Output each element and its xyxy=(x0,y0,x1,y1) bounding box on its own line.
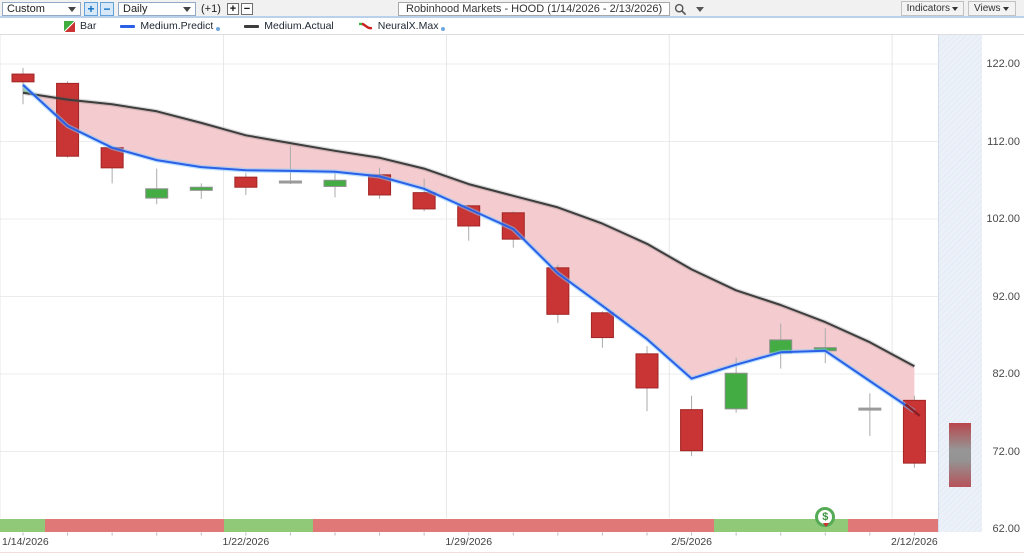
legend-item-medium-predict[interactable]: Medium.Predict xyxy=(120,20,221,32)
candle-body xyxy=(56,82,80,157)
y-axis-label: 82.00 xyxy=(992,368,1020,380)
offset-plus-button[interactable]: + xyxy=(227,3,239,15)
legend-label: Medium.Actual xyxy=(264,20,334,32)
y-axis-label: 72.00 xyxy=(992,445,1020,458)
candle[interactable] xyxy=(323,171,347,198)
legend-item-medium-actual[interactable]: Medium.Actual xyxy=(244,20,334,32)
candle[interactable] xyxy=(590,311,614,348)
candle-body xyxy=(902,399,926,464)
x-axis-label: 1/22/2026 xyxy=(222,536,270,548)
indicators-label: Indicators xyxy=(906,3,950,14)
signal-strip-segment-down xyxy=(847,519,938,532)
candle-body xyxy=(680,409,704,452)
candle-body xyxy=(858,407,882,411)
legend-label: NeuralX.Max xyxy=(377,20,439,32)
zoom-out-button[interactable]: − xyxy=(100,2,114,16)
y-axis-label: 122.00 xyxy=(986,58,1020,70)
predict-below-fill xyxy=(33,94,915,412)
x-axis-label: 2/5/2026 xyxy=(671,536,712,548)
y-axis-label: 92.00 xyxy=(992,290,1020,303)
medium-actual-line xyxy=(22,91,915,368)
forecast-gradient-bar xyxy=(949,423,971,487)
views-label: Views xyxy=(974,3,1001,14)
x-axis-label: 1/29/2026 xyxy=(445,536,493,548)
chevron-down-icon xyxy=(183,6,191,12)
legend-item-bar[interactable]: Bar xyxy=(64,20,96,32)
zoom-in-button[interactable]: + xyxy=(84,2,98,16)
neuralx-icon xyxy=(358,22,372,30)
signal-strip-segment-down xyxy=(45,519,224,532)
legend-label: Medium.Predict xyxy=(140,20,214,32)
y-axis-label: 112.00 xyxy=(987,135,1020,148)
candle-body xyxy=(590,312,614,339)
views-button[interactable]: Views xyxy=(968,1,1016,16)
legend-label: Bar xyxy=(80,20,97,32)
settings-dot-icon[interactable] xyxy=(216,27,221,31)
range-select[interactable]: Custom xyxy=(2,2,81,16)
candle-body xyxy=(724,372,748,410)
y-axis-label: 62.00 xyxy=(992,523,1020,535)
offset-minus-button[interactable]: − xyxy=(241,3,253,15)
candle[interactable] xyxy=(100,146,124,184)
toolbar: Custom + − Daily (+1) + − Robinhood Mark… xyxy=(0,0,1024,18)
x-axis-label: 2/12/2026 xyxy=(891,536,938,548)
candle-body xyxy=(278,180,302,184)
chevron-down-icon xyxy=(952,6,958,11)
bottom-divider xyxy=(0,552,1024,553)
money-signal-badge[interactable]: $ xyxy=(815,507,836,527)
candle[interactable] xyxy=(189,183,213,199)
y-axis-label: 102.00 xyxy=(986,213,1020,225)
candle[interactable] xyxy=(902,395,926,468)
candle[interactable] xyxy=(635,346,659,412)
period-select[interactable]: Daily xyxy=(118,2,196,16)
actual-line-icon xyxy=(244,24,260,28)
candle[interactable] xyxy=(145,168,169,205)
search-icon xyxy=(674,3,687,15)
candle-body xyxy=(145,188,169,199)
signal-strip-segment-up xyxy=(0,519,46,532)
signal-strip-segment-up xyxy=(223,519,313,532)
symbol-title: Robinhood Markets - HOOD (1/14/2026 - 2/… xyxy=(398,2,671,16)
neuralx-max-segment xyxy=(904,403,921,417)
candle-body xyxy=(412,192,436,210)
candle[interactable] xyxy=(234,173,258,195)
range-select-value: Custom xyxy=(7,3,45,15)
candle[interactable] xyxy=(858,393,882,436)
x-axis-label: 1/14/2026 xyxy=(2,536,49,548)
chart-legend: Bar Medium.Predict Medium.Actual NeuralX… xyxy=(0,18,1024,34)
chevron-down-icon xyxy=(696,6,704,12)
candle[interactable] xyxy=(56,81,80,158)
indicators-button[interactable]: Indicators xyxy=(900,1,964,16)
candle-body xyxy=(234,176,258,188)
bar-offset-label: (+1) xyxy=(201,3,221,15)
predict-line-icon xyxy=(120,24,136,28)
candle-body xyxy=(189,186,213,191)
candle-body xyxy=(11,73,35,83)
candle-body xyxy=(323,179,347,187)
candle[interactable] xyxy=(278,146,302,185)
period-select-value: Daily xyxy=(123,3,148,15)
plot-area[interactable] xyxy=(0,35,938,537)
chevron-down-icon xyxy=(1002,6,1009,11)
signal-strip-segment-down xyxy=(312,519,714,532)
settings-dot-icon[interactable] xyxy=(441,27,446,31)
chart-area: 122.00 112.00 102.00 92.00 82.00 72.00 62.00 1… xyxy=(0,34,1024,555)
candle-body xyxy=(635,353,659,389)
search-button[interactable] xyxy=(674,2,704,16)
signal-strip-segment-up xyxy=(713,519,848,532)
candle[interactable] xyxy=(412,178,436,212)
candle[interactable] xyxy=(680,395,704,457)
dollar-icon: $ xyxy=(822,511,829,523)
chevron-down-icon xyxy=(68,6,76,12)
medium-predict-line xyxy=(22,84,915,413)
signal-tick-icon xyxy=(823,523,830,527)
bar-updown-icon xyxy=(64,20,75,32)
legend-item-neuralx-max[interactable]: NeuralX.Max xyxy=(358,20,446,32)
price-axis[interactable] xyxy=(938,35,982,532)
